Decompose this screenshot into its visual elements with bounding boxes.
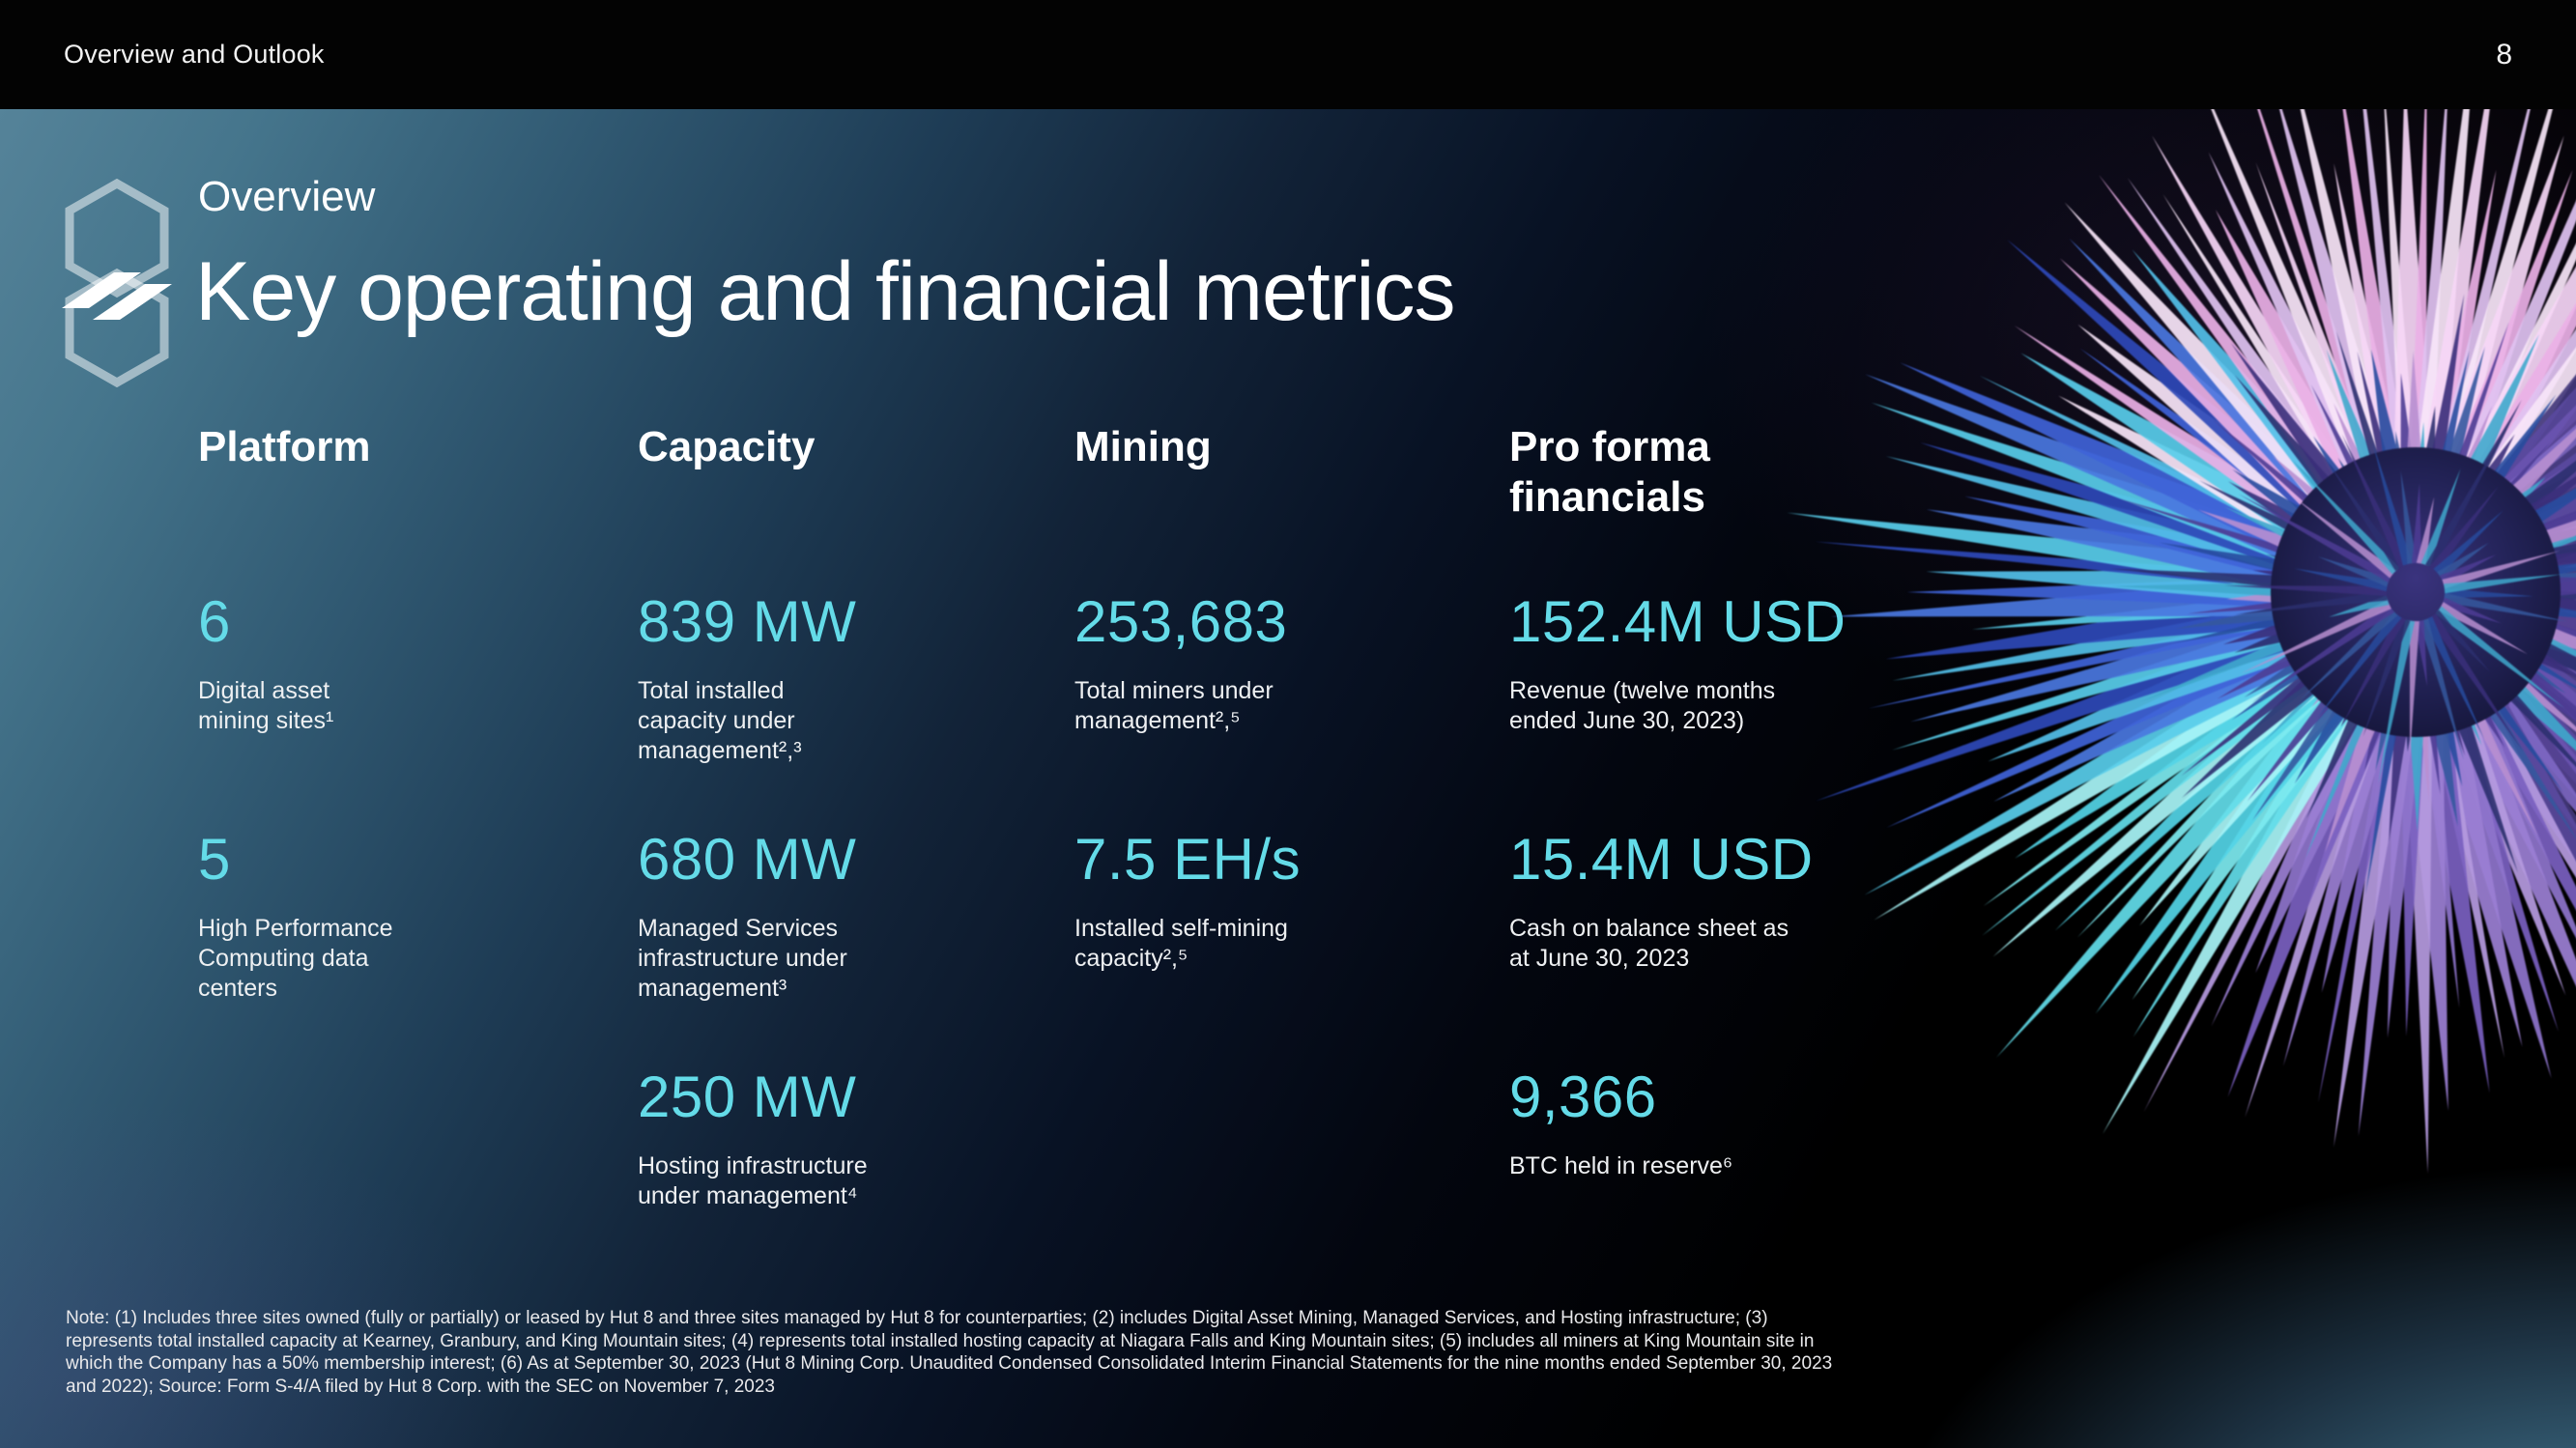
metric-value: 6	[198, 589, 231, 654]
metrics-grid: Platform Capacity Mining Pro forma finan…	[198, 422, 2012, 1308]
metric-label: Hosting infrastructure under management⁴	[638, 1152, 868, 1209]
deck-section-title: Overview and Outlook	[64, 40, 325, 69]
metric-label: High Performance Computing data centers	[198, 915, 393, 1002]
metric-self-mining: 7.5 EH/s Installed self-mining capacity²…	[1074, 829, 1509, 1066]
metric-label: Managed Services infrastructure under ma…	[638, 915, 847, 1002]
metric-label: Revenue (twelve months ended June 30, 20…	[1509, 677, 1776, 734]
metric-value: 839 MW	[638, 589, 857, 654]
logo-hexagon-bottom	[65, 268, 169, 387]
slide-title: Key operating and financial metrics	[195, 245, 1456, 338]
metric-label: Digital asset mining sites¹	[198, 677, 334, 734]
crystal-burst-graphic	[1787, 109, 2576, 1174]
metric-total-miners: 253,683 Total miners under management²,⁵	[1074, 591, 1509, 829]
footnote: Note: (1) Includes three sites owned (fu…	[66, 1308, 1833, 1397]
metric-total-capacity: 839 MW Total installed capacity under ma…	[638, 591, 1074, 829]
metric-btc-reserve: 9,366 BTC held in reserve⁶	[1509, 1066, 2012, 1308]
metric-label: Total installed capacity under managemen…	[638, 677, 802, 764]
metric-value: 250 MW	[638, 1065, 857, 1129]
metric-value: 152.4M USD	[1509, 589, 1846, 654]
metric-value: 680 MW	[638, 827, 857, 892]
slide-canvas: Overview Key operating and financial met…	[0, 109, 2576, 1448]
page-number: 8	[2496, 38, 2512, 71]
metric-value: 9,366	[1509, 1065, 1657, 1129]
metric-mining-sites: 6 Digital asset mining sites¹	[198, 591, 638, 829]
metric-hosting: 250 MW Hosting infrastructure under mana…	[638, 1066, 1074, 1308]
top-bar: Overview and Outlook 8	[0, 0, 2576, 109]
metric-value: 253,683	[1074, 589, 1288, 654]
metric-value: 5	[198, 827, 231, 892]
column-header-capacity: Capacity	[638, 423, 816, 470]
metric-managed-services: 680 MW Managed Services infrastructure u…	[638, 829, 1074, 1066]
metric-label: Total miners under management²,⁵	[1074, 677, 1274, 734]
metric-label: BTC held in reserve⁶	[1509, 1152, 1733, 1179]
metric-hpc-centers: 5 High Performance Computing data center…	[198, 829, 638, 1066]
metric-value: 7.5 EH/s	[1074, 827, 1302, 892]
column-header-mining: Mining	[1074, 423, 1212, 470]
column-header-platform: Platform	[198, 423, 371, 470]
metric-cash: 15.4M USD Cash on balance sheet as at Ju…	[1509, 829, 2012, 1066]
hut8-logo	[62, 179, 172, 387]
logo-bolt	[62, 272, 172, 320]
metric-label: Installed self-mining capacity²,⁵	[1074, 915, 1288, 972]
logo-hexagon-top	[65, 179, 169, 298]
metric-revenue: 152.4M USD Revenue (twelve months ended …	[1509, 591, 2012, 829]
metric-label: Cash on balance sheet as at June 30, 202…	[1509, 915, 1789, 972]
slide-eyebrow: Overview	[198, 173, 376, 220]
metric-value: 15.4M USD	[1509, 827, 1814, 892]
column-header-pro-forma: Pro forma financials	[1509, 423, 1710, 521]
